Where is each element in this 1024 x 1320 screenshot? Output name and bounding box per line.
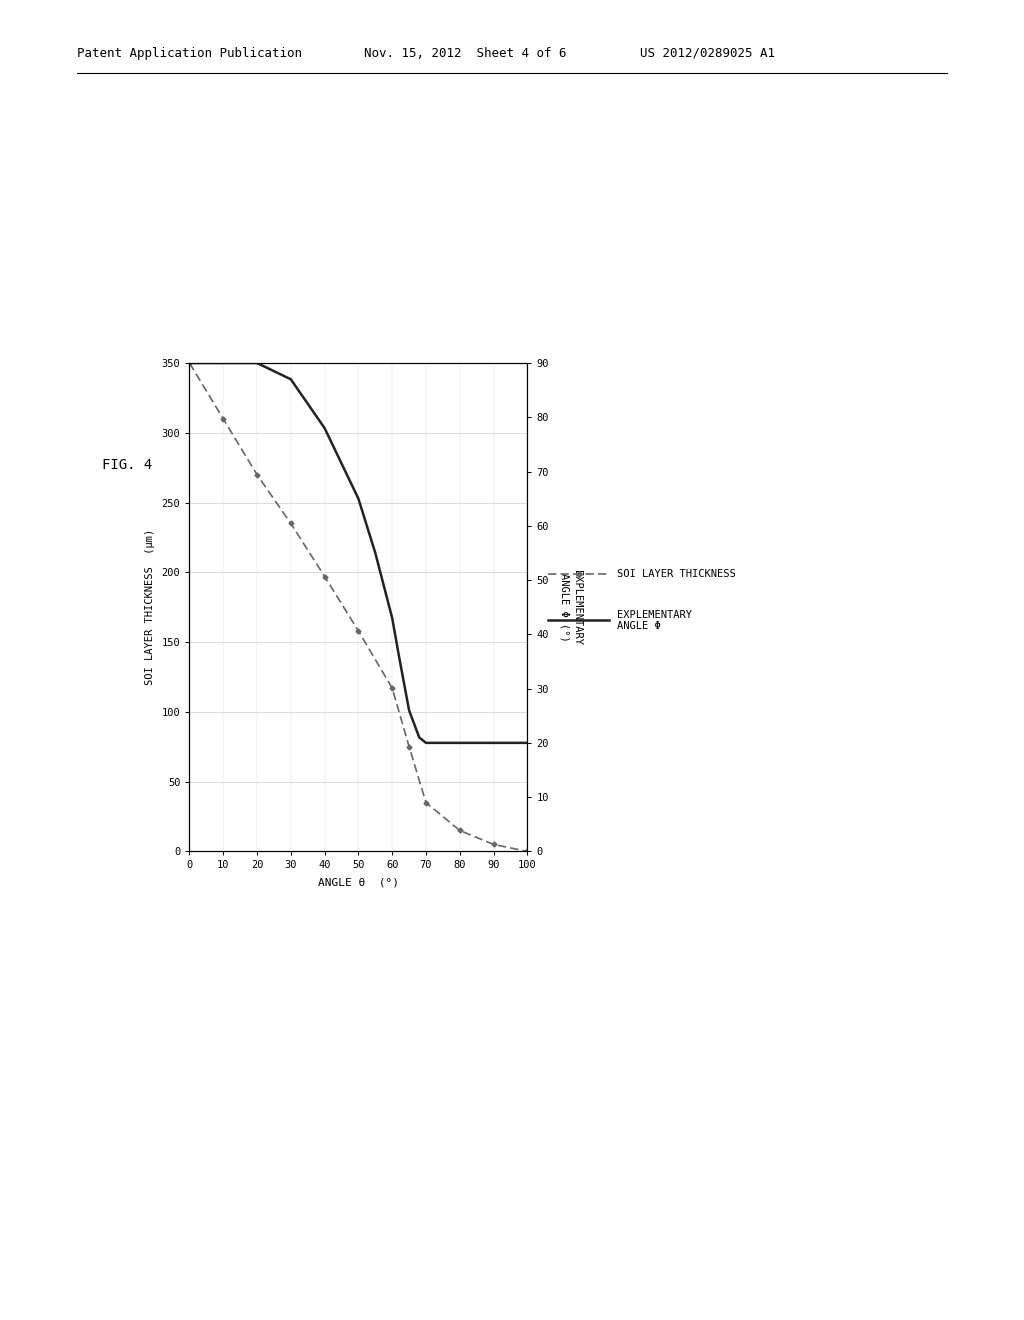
Text: Patent Application Publication: Patent Application Publication xyxy=(77,46,302,59)
Text: Nov. 15, 2012  Sheet 4 of 6: Nov. 15, 2012 Sheet 4 of 6 xyxy=(364,46,566,59)
Text: SOI LAYER THICKNESS: SOI LAYER THICKNESS xyxy=(617,569,736,579)
Y-axis label: SOI LAYER THICKNESS  (μm): SOI LAYER THICKNESS (μm) xyxy=(144,529,155,685)
X-axis label: ANGLE θ  (°): ANGLE θ (°) xyxy=(317,878,399,887)
Y-axis label: EXPLEMENTARY
ANGLE Φ (°): EXPLEMENTARY ANGLE Φ (°) xyxy=(560,570,582,644)
Text: US 2012/0289025 A1: US 2012/0289025 A1 xyxy=(640,46,775,59)
Text: FIG. 4: FIG. 4 xyxy=(102,458,153,471)
Text: EXPLEMENTARY
ANGLE Φ: EXPLEMENTARY ANGLE Φ xyxy=(617,610,692,631)
